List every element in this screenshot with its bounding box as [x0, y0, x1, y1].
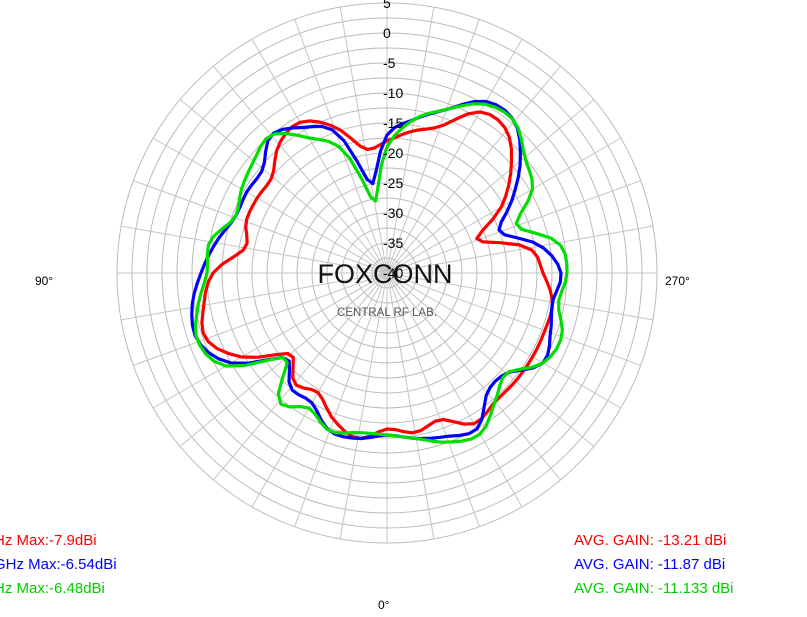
angle-label-right: 270° [665, 274, 690, 288]
grid-spoke [213, 272, 388, 481]
grid-spoke [386, 272, 480, 527]
grid-spoke [339, 272, 388, 539]
grid-spoke [386, 7, 435, 274]
radial-tick-label: -25 [383, 175, 403, 191]
watermark-title: FOXCONN [318, 259, 453, 289]
grid-spoke [386, 272, 653, 321]
radial-tick-label: -5 [383, 55, 396, 71]
grid-spoke [386, 225, 653, 274]
grid-spoke [386, 272, 523, 508]
grid-spoke [339, 7, 388, 274]
legend-avg-green: AVG. GAIN: -11.133 dBi [574, 580, 734, 597]
angle-label-left: 90° [35, 274, 53, 288]
grid-spoke [179, 99, 388, 274]
grid-spoke [294, 19, 388, 274]
polar-grid [116, 2, 658, 544]
radial-tick-label: -40 [383, 265, 403, 281]
grid-spoke [121, 225, 388, 274]
grid-spoke [213, 65, 388, 274]
grid-spoke [386, 19, 480, 274]
series-trace-0 [200, 110, 554, 441]
legend-max-red: Hz Max:-7.9dBi [0, 532, 97, 549]
legend-max-blue: GHz Max:-6.54dBi [0, 556, 117, 573]
grid-spoke [251, 272, 388, 508]
radial-tick-label: 5 [383, 0, 391, 11]
legend-avg-blue: AVG. GAIN: -11.87 dBi [574, 556, 726, 573]
radial-tick-label: -10 [383, 85, 403, 101]
grid-spoke [251, 38, 388, 274]
radial-tick-label: -15 [383, 115, 403, 131]
radial-tick-label: -20 [383, 145, 403, 161]
radial-tick-label: 0 [383, 25, 391, 41]
grid-spoke [133, 180, 388, 274]
legend-max: Hz Max:-7.9dBi GHz Max:-6.54dBi Hz Max:-… [0, 529, 117, 601]
grid-spoke [386, 65, 561, 274]
radial-tick-label: -30 [383, 205, 403, 221]
grid-spoke [386, 38, 523, 274]
grid-spoke [133, 272, 388, 366]
legend-avg-red: AVG. GAIN: -13.21 dBi [574, 532, 727, 549]
legend-max-green: Hz Max:-6.48dBi [0, 580, 105, 597]
grid-spoke [386, 137, 622, 274]
grid-spoke [121, 272, 388, 321]
radial-tick-label: -35 [383, 235, 403, 251]
grid-spoke [386, 272, 561, 481]
series-trace-2 [193, 102, 569, 444]
grid-spoke [152, 137, 388, 274]
grid-spoke [152, 272, 388, 409]
watermark-subtitle: CENTRAL RF LAB. [337, 307, 437, 319]
traces [190, 99, 569, 444]
radial-tick-labels: 5 0 -5 -10 -15 -20 -25 -30 -35 -40 [383, 0, 403, 281]
grid-spoke [386, 272, 622, 409]
legend-avg: AVG. GAIN: -13.21 dBi AVG. GAIN: -11.87 … [574, 529, 734, 601]
grid-spoke [386, 272, 435, 539]
grid-spoke [386, 99, 595, 274]
grid-spoke [386, 180, 641, 274]
grid-spoke [386, 272, 595, 447]
grid-spoke [386, 272, 641, 366]
grid-spoke [294, 272, 388, 527]
watermark: FOXCONN CENTRAL RF LAB. [318, 259, 453, 319]
angle-label-bottom: 0° [378, 598, 390, 612]
